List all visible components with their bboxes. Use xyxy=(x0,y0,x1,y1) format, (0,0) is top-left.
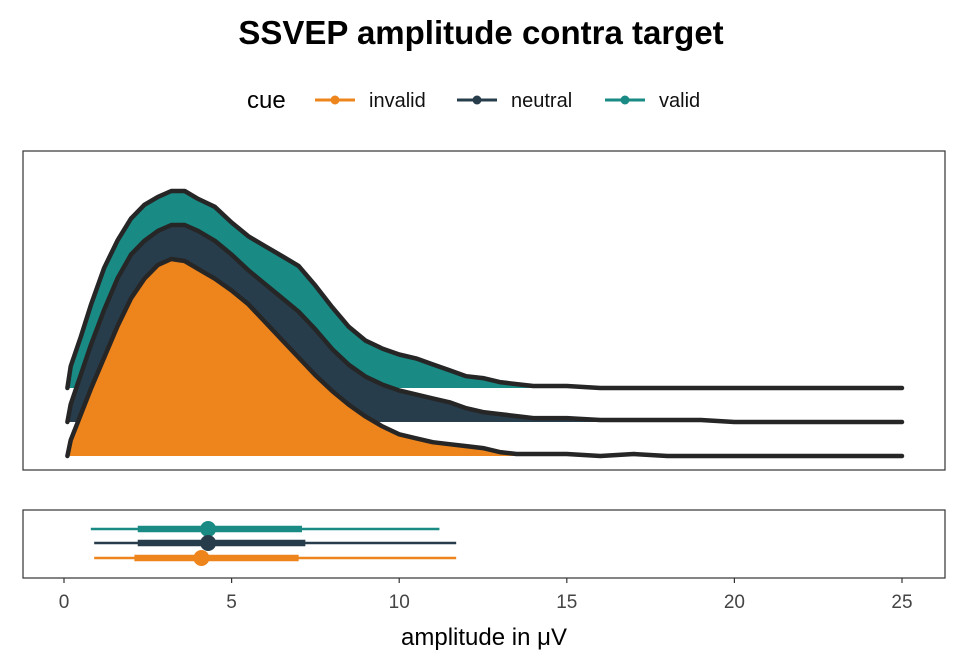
x-tick-label-20: 20 xyxy=(724,592,745,613)
density-panel-border xyxy=(22,150,946,471)
legend: cue invalid neutral valid xyxy=(247,87,700,114)
interval-panel-border xyxy=(22,509,946,579)
legend-label-neutral: neutral xyxy=(511,90,572,112)
x-axis-title: amplitude in μV xyxy=(401,624,567,651)
legend-label-valid: valid xyxy=(659,90,700,112)
x-axis: 0 5 10 15 20 25 xyxy=(59,578,913,613)
density-panel xyxy=(65,188,905,459)
median-point-neutral xyxy=(200,535,217,551)
legend-dot-invalid xyxy=(330,95,340,105)
x-tick-label-0: 0 xyxy=(59,592,70,613)
density-fill-invalid xyxy=(67,259,902,456)
x-tick-label-5: 5 xyxy=(226,592,237,613)
legend-dot-valid xyxy=(620,95,630,105)
chart-title: SSVEP amplitude contra target xyxy=(238,14,723,51)
legend-title: cue xyxy=(247,87,286,114)
density-outline-neutral xyxy=(65,222,905,425)
x-tick-label-15: 15 xyxy=(556,592,577,613)
density-outline-invalid xyxy=(65,256,905,459)
interval-panel xyxy=(90,521,457,566)
x-tick-label-10: 10 xyxy=(389,592,410,613)
median-point-valid xyxy=(200,521,217,537)
median-point-invalid xyxy=(193,550,210,566)
x-tick-label-25: 25 xyxy=(891,592,912,613)
legend-dot-neutral xyxy=(472,95,482,105)
density-outline-valid xyxy=(65,188,905,391)
legend-label-invalid: invalid xyxy=(369,90,426,112)
